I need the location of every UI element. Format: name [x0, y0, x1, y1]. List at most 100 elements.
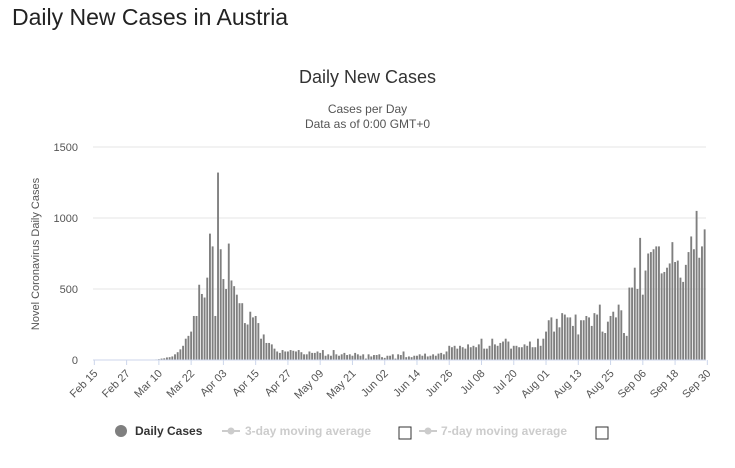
bar[interactable]	[477, 344, 480, 360]
bar[interactable]	[596, 314, 599, 360]
bar[interactable]	[649, 252, 652, 360]
bar[interactable]	[252, 317, 254, 360]
bar[interactable]	[281, 350, 284, 360]
bar[interactable]	[582, 320, 585, 360]
bar[interactable]	[389, 355, 392, 360]
bar[interactable]	[641, 294, 644, 360]
bar[interactable]	[426, 356, 429, 360]
bar[interactable]	[305, 354, 308, 360]
bar[interactable]	[192, 315, 195, 360]
bar[interactable]	[356, 354, 359, 360]
bar[interactable]	[270, 344, 273, 360]
bar[interactable]	[475, 347, 478, 360]
bar[interactable]	[416, 355, 418, 360]
bar[interactable]	[338, 355, 340, 360]
bar[interactable]	[531, 347, 534, 360]
bar[interactable]	[214, 315, 217, 360]
bar[interactable]	[166, 357, 168, 360]
bar[interactable]	[235, 294, 238, 360]
bar[interactable]	[569, 317, 572, 360]
bar[interactable]	[488, 345, 491, 360]
bar[interactable]	[292, 350, 295, 360]
checkbox-7-day[interactable]	[595, 426, 609, 440]
bar[interactable]	[555, 318, 558, 360]
bar[interactable]	[526, 345, 529, 360]
bar[interactable]	[609, 315, 612, 360]
bar[interactable]	[499, 342, 502, 360]
bar[interactable]	[510, 348, 513, 360]
bar[interactable]	[580, 320, 582, 360]
bar[interactable]	[515, 345, 518, 360]
bar[interactable]	[631, 287, 633, 360]
bar[interactable]	[692, 249, 695, 360]
bar[interactable]	[222, 279, 225, 360]
bar[interactable]	[437, 353, 440, 360]
bar[interactable]	[534, 347, 537, 360]
bar[interactable]	[682, 281, 685, 360]
bar[interactable]	[319, 352, 322, 360]
bar[interactable]	[418, 354, 421, 360]
bar[interactable]	[260, 338, 262, 360]
legend-item-daily-cases[interactable]: Daily Cases	[115, 424, 203, 438]
bar[interactable]	[364, 358, 367, 360]
bar[interactable]	[512, 345, 515, 360]
bar[interactable]	[200, 293, 203, 360]
bar[interactable]	[539, 345, 542, 360]
bar[interactable]	[518, 347, 521, 360]
bar[interactable]	[485, 348, 488, 360]
bar[interactable]	[652, 249, 655, 360]
bar[interactable]	[303, 354, 305, 360]
bar[interactable]	[217, 172, 219, 360]
bar[interactable]	[663, 271, 666, 360]
bar[interactable]	[671, 242, 674, 360]
bar[interactable]	[612, 311, 615, 360]
bar[interactable]	[658, 246, 660, 360]
bar[interactable]	[316, 351, 319, 360]
bar[interactable]	[687, 252, 690, 360]
bar[interactable]	[176, 352, 179, 360]
bar[interactable]	[684, 264, 687, 360]
bar[interactable]	[523, 344, 526, 360]
bar[interactable]	[362, 354, 365, 360]
bar[interactable]	[574, 314, 577, 360]
bar[interactable]	[588, 317, 590, 360]
bar[interactable]	[537, 338, 539, 360]
bar[interactable]	[590, 325, 593, 360]
bar[interactable]	[469, 347, 472, 360]
bar[interactable]	[413, 355, 416, 360]
bar[interactable]	[324, 355, 327, 360]
bar[interactable]	[168, 357, 171, 360]
bar[interactable]	[241, 303, 244, 360]
bar[interactable]	[399, 355, 402, 360]
bar[interactable]	[284, 351, 287, 360]
bar[interactable]	[381, 357, 383, 360]
bar[interactable]	[644, 270, 647, 360]
bar[interactable]	[203, 297, 206, 360]
bar[interactable]	[450, 347, 453, 360]
bar[interactable]	[547, 320, 550, 360]
bar[interactable]	[367, 354, 370, 360]
bar[interactable]	[313, 352, 316, 360]
bar[interactable]	[593, 313, 596, 360]
bar[interactable]	[601, 331, 604, 360]
bar[interactable]	[378, 354, 381, 360]
bar[interactable]	[300, 352, 303, 360]
bar[interactable]	[440, 352, 443, 360]
bar[interactable]	[472, 345, 475, 360]
bar[interactable]	[195, 315, 198, 360]
bar[interactable]	[628, 287, 631, 360]
bar[interactable]	[397, 354, 400, 360]
bar[interactable]	[230, 280, 233, 360]
bar[interactable]	[577, 334, 580, 360]
bar[interactable]	[679, 277, 682, 360]
bar[interactable]	[453, 345, 456, 360]
bar[interactable]	[187, 335, 190, 360]
bar[interactable]	[297, 350, 300, 360]
bar[interactable]	[606, 321, 609, 360]
bar[interactable]	[278, 352, 281, 360]
bar[interactable]	[311, 352, 314, 360]
bar[interactable]	[571, 325, 574, 360]
bar[interactable]	[243, 323, 246, 360]
bar[interactable]	[445, 351, 448, 360]
bar[interactable]	[483, 348, 486, 360]
